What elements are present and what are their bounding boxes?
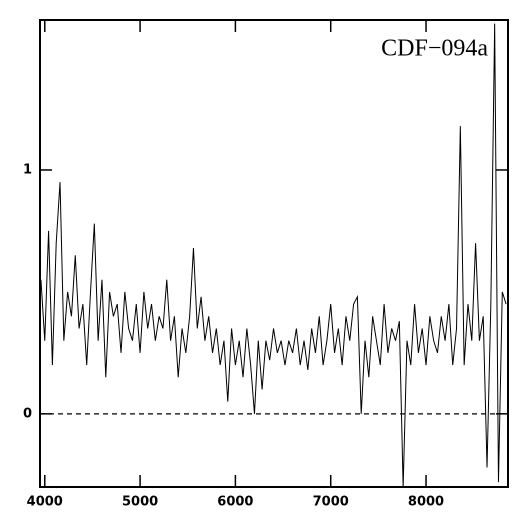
- x-tick-label: 8000: [408, 495, 444, 510]
- x-tick-label: 5000: [122, 495, 158, 510]
- spectrum-line: [40, 23, 507, 487]
- plot-frame: [39, 19, 509, 488]
- chart-title: CDF−094a: [381, 36, 488, 62]
- x-tick-label: 6000: [217, 495, 253, 510]
- y-tick-label: 0: [23, 406, 32, 421]
- x-tick-label: 7000: [313, 495, 349, 510]
- x-tick-label: 4000: [27, 495, 63, 510]
- y-tick-label: 1: [23, 162, 32, 177]
